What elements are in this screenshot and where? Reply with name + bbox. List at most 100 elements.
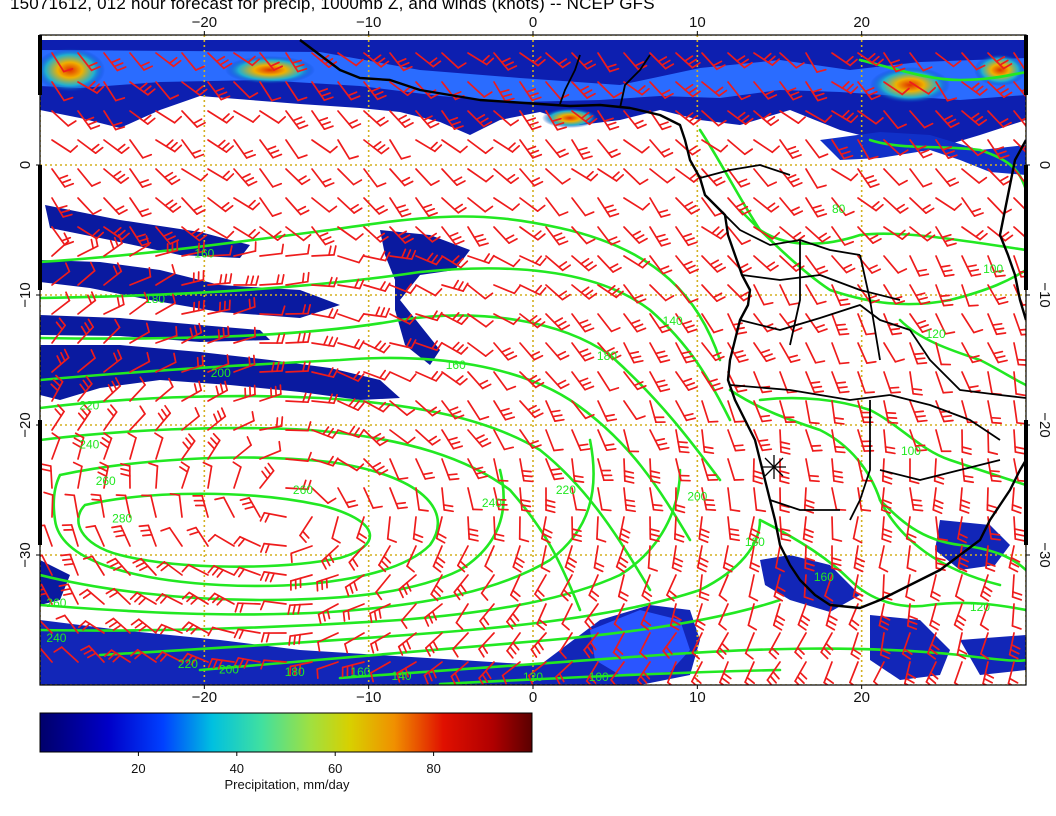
wind-barb	[519, 139, 543, 159]
wind-barb	[53, 646, 79, 663]
wind-barb	[423, 661, 443, 685]
wind-barb	[285, 451, 312, 462]
wind-barb	[675, 313, 698, 334]
wind-barb	[805, 197, 828, 218]
wind-barb	[80, 645, 105, 663]
wind-barb	[181, 168, 209, 182]
wind-barb	[610, 661, 625, 685]
wind-barb	[588, 574, 600, 602]
wind-barb	[43, 491, 54, 518]
wind-barb	[623, 226, 648, 244]
wind-barb	[103, 349, 123, 373]
wind-barb	[233, 110, 261, 123]
wind-barb	[506, 632, 521, 659]
wind-barb	[337, 52, 364, 67]
wind-barb	[506, 603, 521, 630]
contour-label: 220	[556, 483, 576, 497]
wind-barb	[597, 371, 620, 392]
wind-barb	[571, 429, 591, 452]
wind-barb	[77, 52, 101, 72]
wind-barb	[906, 545, 917, 573]
wind-barb	[259, 243, 284, 257]
wind-barb	[675, 458, 691, 482]
wind-barb	[701, 52, 726, 71]
wind-barb	[337, 110, 362, 129]
wind-barb	[823, 661, 835, 685]
wind-barb	[207, 432, 221, 460]
wind-barb	[935, 139, 958, 160]
wind-barb	[675, 197, 701, 215]
wind-barb	[430, 574, 444, 602]
contour-label: 140	[663, 314, 683, 328]
contour-label: 280	[112, 512, 132, 526]
wind-barb	[831, 458, 844, 484]
wind-barb	[79, 588, 105, 605]
wind-barb	[363, 429, 389, 447]
wind-barb	[467, 516, 479, 542]
wind-barb	[929, 603, 941, 631]
wind-barb	[493, 255, 521, 268]
wind-barb	[909, 110, 934, 129]
wind-barb	[805, 458, 820, 483]
wind-barb	[932, 487, 944, 515]
wind-barb	[396, 661, 417, 683]
contour-line	[98, 518, 762, 657]
wind-barb	[363, 400, 391, 413]
contour-line	[52, 456, 440, 588]
wind-barb	[389, 197, 412, 218]
contour-label: 180	[285, 665, 305, 679]
wind-barb	[530, 632, 547, 658]
wind-barb	[129, 267, 152, 286]
wind-barb	[423, 603, 443, 627]
wind-barb	[909, 226, 936, 242]
wind-barb	[51, 348, 70, 373]
wind-barb	[905, 516, 917, 544]
contour-label: 220	[79, 399, 99, 413]
contour-label: 160	[194, 246, 214, 260]
wind-barb	[519, 81, 542, 102]
wind-barb	[805, 168, 827, 189]
wind-barb	[344, 574, 365, 597]
wind-barb	[850, 632, 862, 660]
wind-barb	[935, 226, 957, 247]
wind-barb	[406, 545, 417, 573]
wind-barb	[160, 526, 183, 547]
wind-barb	[77, 375, 93, 402]
wind-barb	[181, 269, 205, 286]
contour-line	[738, 208, 1026, 306]
wind-barb	[363, 487, 383, 509]
wind-barb	[597, 429, 617, 452]
wind-barb	[696, 545, 709, 573]
wind-barb	[285, 226, 312, 242]
wind-barb	[747, 603, 758, 631]
wind-barb	[363, 306, 391, 318]
wind-barb	[493, 342, 518, 361]
wind-barb	[519, 284, 547, 296]
wind-barb	[370, 632, 391, 654]
wind-barb	[805, 52, 827, 73]
wind-barb	[181, 226, 208, 242]
wind-barb	[51, 197, 73, 218]
wind-barb	[400, 603, 417, 629]
wind-barb	[467, 253, 495, 264]
wind-barb	[467, 139, 494, 155]
wind-barb	[51, 232, 70, 257]
wind-barb	[207, 533, 235, 547]
wind-barb	[285, 303, 312, 315]
wind-barb	[753, 342, 776, 363]
contour-line	[338, 647, 1026, 680]
wind-barb	[129, 351, 151, 373]
wind-barb	[623, 197, 651, 211]
wind-barb	[779, 110, 806, 124]
wind-barb	[825, 603, 838, 631]
contour-line	[40, 356, 692, 542]
wind-barb	[51, 139, 78, 153]
wind-barb	[51, 432, 61, 460]
wind-barb	[701, 255, 727, 273]
wind-barb	[509, 574, 521, 602]
wind-barb	[441, 255, 469, 269]
lon-label-bottom: 20	[853, 689, 870, 706]
wind-barb	[727, 168, 751, 188]
wind-barb	[804, 545, 816, 572]
wind-barb	[389, 168, 414, 187]
